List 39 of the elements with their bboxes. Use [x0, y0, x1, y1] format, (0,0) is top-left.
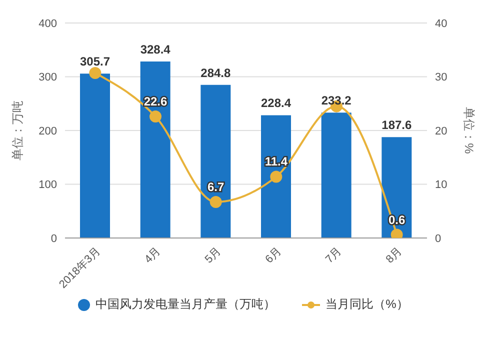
x-tick-label: 6月 — [263, 245, 284, 266]
data-label: 305.7 — [80, 54, 110, 69]
data-label: 328.4 — [140, 42, 171, 56]
data-label: 233.2 — [321, 94, 352, 108]
x-tick-label: 4月 — [142, 245, 164, 266]
x-tick-label: 5月 — [202, 245, 224, 266]
point — [210, 196, 222, 208]
data-label: 284.8 — [200, 66, 232, 80]
point — [150, 110, 162, 123]
data-label: 228.4 — [260, 96, 292, 110]
y2-tick-label: 20 — [435, 125, 448, 138]
y2-tick-label: 30 — [435, 72, 448, 84]
legend-label: 中国风力发电量当月产量（万吨） — [96, 296, 276, 313]
bar — [321, 112, 352, 238]
bar — [261, 115, 291, 238]
data-label: 6.7 — [207, 180, 224, 194]
y-tick-label: 0 — [50, 232, 57, 245]
bar — [200, 84, 231, 238]
y2-tick-label: 40 — [435, 18, 448, 30]
y2-axis-title: 单位：% — [462, 107, 476, 154]
bar — [140, 61, 170, 238]
point — [270, 170, 282, 183]
x-tick-label: 7月 — [324, 245, 344, 266]
y-tick-label: 200 — [38, 125, 57, 138]
data-label: 11.4 — [264, 154, 288, 169]
y-axis-title: 单位：万吨 — [10, 100, 24, 160]
y-tick-label: 400 — [38, 18, 57, 30]
data-label: 187.6 — [382, 118, 412, 132]
bar — [382, 137, 412, 238]
point — [89, 66, 102, 79]
y-tick-label: 100 — [38, 179, 57, 192]
y2-tick-label: 10 — [435, 179, 448, 192]
y2-tick-label: 0 — [435, 232, 442, 245]
bar — [80, 74, 110, 238]
legend-label: 当月同比（%） — [326, 296, 408, 313]
y-tick-label: 300 — [38, 72, 57, 84]
x-tick-label: 8月 — [384, 245, 404, 266]
data-label: 22.6 — [144, 94, 168, 109]
point — [390, 228, 403, 238]
